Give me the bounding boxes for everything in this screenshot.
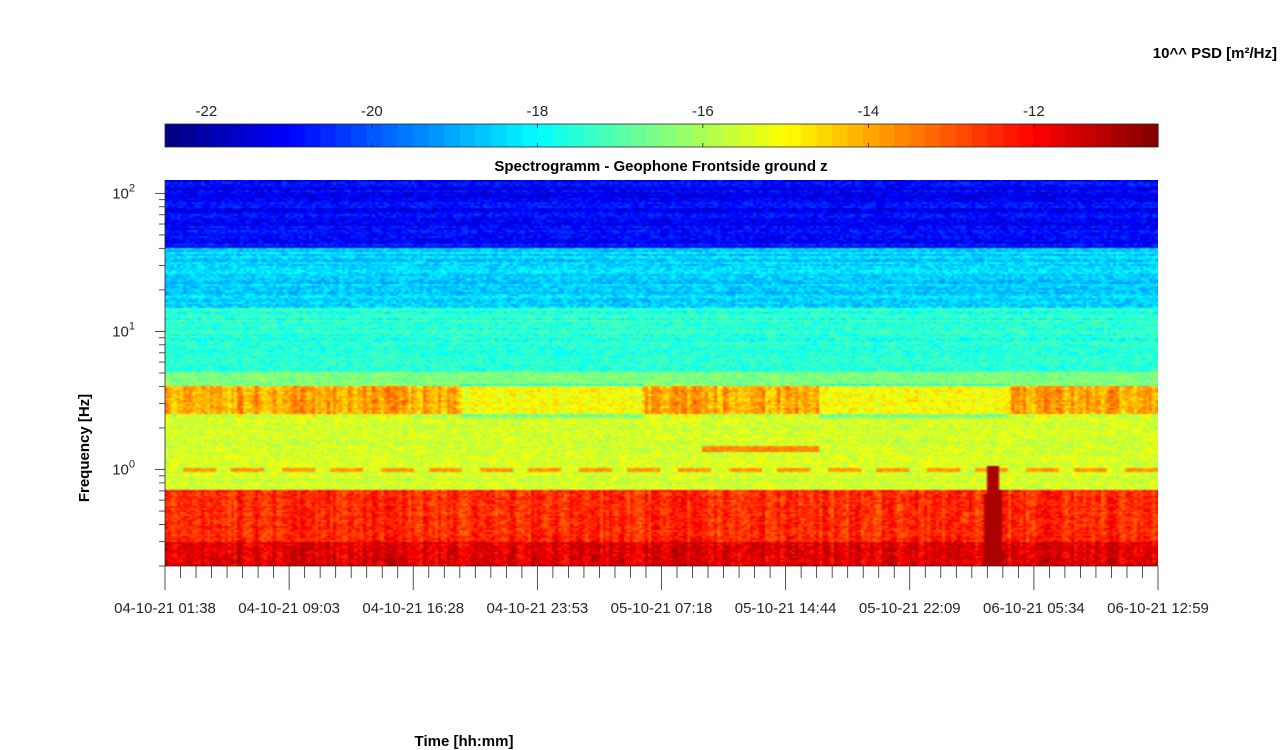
- colorbar-cell: [335, 124, 352, 147]
- x-axis: 04-10-21 01:38 04-10-21 09:03 04-10-21 16:…: [114, 565, 1209, 617]
- colorbar-cell: [382, 124, 399, 147]
- colorbar-cell: [273, 124, 290, 147]
- colorbar-cell: [1080, 124, 1097, 147]
- colorbar-cell: [1002, 124, 1019, 147]
- colorbar-cell: [894, 124, 911, 147]
- colorbar-cell: [583, 124, 601, 147]
- colorbar-cell: [180, 124, 197, 147]
- colorbar-cell: [1018, 124, 1035, 147]
- colorbar-cell: [863, 124, 880, 147]
- x-axis-label: Time [hh:mm]: [415, 733, 514, 750]
- colorbar-cell: [987, 124, 1004, 147]
- chart-title: Spectrogramm - Geophone Frontside ground…: [494, 158, 827, 175]
- colorbar-cell: [490, 124, 507, 147]
- colorbar-cell: [459, 124, 476, 147]
- colorbar-cell: [289, 124, 306, 147]
- colorbar-cell: [645, 124, 663, 147]
- colorbar-cell: [661, 124, 678, 147]
- x-tick-label: 06-10-21 05:34: [983, 600, 1085, 617]
- y-axis: 100 101 102: [112, 180, 166, 567]
- colorbar-cell: [909, 124, 926, 147]
- colorbar-cell: [552, 124, 570, 147]
- y-tick-label: 102: [112, 182, 135, 202]
- colorbar-cell: [723, 124, 740, 147]
- colorbar-cell: [506, 124, 523, 147]
- colorbar-tick-label: -20: [361, 103, 383, 120]
- colorbar-ticks: -22 -20 -18 -16 -14 -12: [196, 103, 1045, 147]
- colorbar: -22 -20 -18 -16 -14 -12: [164, 103, 1159, 148]
- colorbar-cell: [227, 124, 244, 147]
- colorbar-cell: [754, 124, 771, 147]
- colorbar-cell: [537, 124, 554, 147]
- colorbar-cell: [242, 124, 259, 147]
- spectrogram-heatmap: [165, 180, 1158, 566]
- colorbar-cell: [475, 124, 492, 147]
- colorbar-cell: [1126, 124, 1144, 147]
- colorbar-cell: [692, 124, 709, 147]
- colorbar-cell: [940, 124, 957, 147]
- colorbar-cell: [770, 124, 787, 147]
- colorbar-cell: [971, 124, 988, 147]
- colorbar-cell: [366, 124, 383, 147]
- colorbar-cell: [211, 124, 228, 147]
- colorbar-cell: [413, 124, 430, 147]
- colorbar-cell: [320, 124, 337, 147]
- colorbar-cell: [708, 124, 725, 147]
- colorbar-cell: [1095, 124, 1113, 147]
- colorbar-cell: [304, 124, 321, 147]
- colorbar-tick-label: -18: [527, 103, 549, 120]
- colorbar-cell: [351, 124, 368, 147]
- colorbar-cell: [785, 124, 802, 147]
- x-tick-label: 04-10-21 09:03: [238, 600, 340, 617]
- colorbar-cell: [801, 124, 818, 147]
- colorbar-cell: [739, 124, 756, 147]
- colorbar-frame: [164, 123, 1159, 148]
- x-tick-label: 04-10-21 01:38: [114, 600, 216, 617]
- colorbar-cell: [397, 124, 414, 147]
- colorbar-cell: [878, 124, 895, 147]
- colorbar-cell: [196, 124, 213, 147]
- colorbar-tick-label: -16: [692, 103, 714, 120]
- x-tick-label: 04-10-21 16:28: [362, 600, 464, 617]
- colorbar-cell: [847, 124, 864, 147]
- x-tick-label: 06-10-21 12:59: [1107, 600, 1209, 617]
- y-tick-label: 101: [112, 320, 135, 340]
- x-tick-label: 05-10-21 14:44: [735, 600, 837, 617]
- colorbar-cell: [925, 124, 942, 147]
- colorbar-tick-label: -14: [858, 103, 880, 120]
- x-tick-label: 05-10-21 07:18: [611, 600, 713, 617]
- colorbar-cell: [599, 124, 616, 147]
- colorbar-cell: [630, 124, 647, 147]
- colorbar-cell: [568, 124, 585, 147]
- y-tick-label: 100: [112, 459, 135, 479]
- colorbar-cell: [428, 124, 445, 147]
- colorbar-cell: [956, 124, 973, 147]
- colorbar-cell: [444, 124, 461, 147]
- colorbar-cell: [1142, 124, 1159, 147]
- colorbar-cell: [1049, 124, 1066, 147]
- colorbar-cell: [1064, 124, 1082, 147]
- y-axis-label: Frequency [Hz]: [76, 394, 93, 502]
- colorbar-cell: [677, 124, 694, 147]
- colorbar-cell: [1033, 124, 1050, 147]
- colorbar-tick-label: -12: [1023, 103, 1045, 120]
- colorbar-cell: [614, 124, 632, 147]
- colorbar-cell: [1111, 124, 1128, 147]
- colorbar-cell: [165, 124, 182, 147]
- colorbar-cell: [816, 124, 833, 147]
- colorbar-label: 10^^ PSD [m²/Hz]: [1153, 45, 1277, 62]
- colorbar-cell: [258, 124, 275, 147]
- x-tick-label: 04-10-21 23:53: [487, 600, 589, 617]
- colorbar-tick-label: -22: [196, 103, 218, 120]
- spectrogram-plot-area: [165, 180, 1158, 566]
- colorbar-cell: [521, 124, 538, 147]
- colorbar-gradient: [165, 124, 1159, 147]
- x-tick-label: 05-10-21 22:09: [859, 600, 961, 617]
- colorbar-cell: [832, 124, 849, 147]
